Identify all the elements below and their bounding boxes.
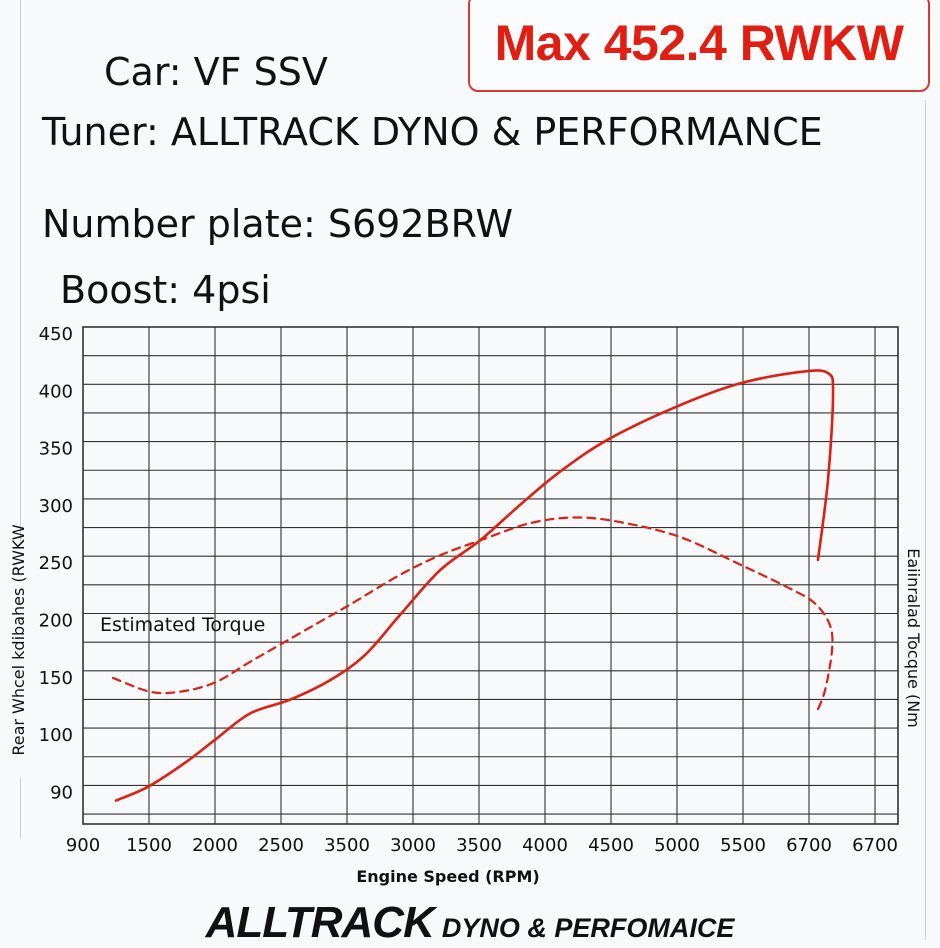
x-tick-label: 900 [66,835,100,856]
x-tick-label: 4000 [522,835,568,856]
grid [82,326,899,825]
tuner-label: Tuner: ALLTRACK DYNO & PERFORMANCE [42,110,823,154]
y-tick-label: 150 [39,668,73,689]
max-power-badge: Max 452.4 RWKW [468,0,930,92]
tick-labels: 900 1500 2000 2500 3500 3000 3500 4000 4500 5000 5… [39,324,898,856]
y-tick-label: 350 [39,439,73,460]
left-border-line [20,0,21,545]
y-tick-label: 200 [39,611,73,632]
torque-curve [111,516,834,715]
x-tick-label: 1500 [126,835,172,856]
footer-brand: ALLTRACK [205,898,435,947]
x-tick-label: 2000 [192,835,238,856]
x-axis-label: Engine Speed (RPM) [356,867,539,886]
x-tick-label: 5500 [720,835,766,856]
x-tick-label: 3000 [390,835,436,856]
x-tick-label: 2500 [258,835,304,856]
left-border-line-lower [20,778,21,838]
x-tick-label: 4500 [588,835,634,856]
x-tick-label: 3500 [456,835,502,856]
plate-label: Number plate: S692BRW [42,202,514,246]
y-tick-label: 100 [39,725,73,746]
footer-subtitle: DYNO & PERFOMAICE [441,913,735,943]
y-tick-label: 250 [39,553,73,574]
y-tick-label: 300 [39,496,73,517]
y-tick-label: 90 [50,782,73,803]
series-lines [111,369,835,802]
footer-logo: ALLTRACK DYNO & PERFOMAICE [0,898,940,948]
x-tick-label: 6700 [786,835,832,856]
plot-frame [82,326,899,825]
right-border-line [925,100,926,940]
y-tick-label: 400 [39,381,73,402]
boost-label: Boost: 4psi [60,268,271,312]
torque-annotation: Estimated Torque [100,614,265,636]
y2-axis-label: Eaiinralad Tocque (Nm [904,548,923,727]
y-axis-label: Rear Whcel kdibahes (RWKW [9,524,28,756]
x-tick-label: 3500 [324,835,370,856]
car-label: Car: VF SSV [104,50,328,94]
max-power-label: Max 452.4 RWKW [494,15,904,71]
x-tick-label: 6700 [852,835,898,856]
x-tick-label: 5000 [654,835,700,856]
y-tick-label: 450 [39,324,73,345]
power-curve [114,369,835,802]
